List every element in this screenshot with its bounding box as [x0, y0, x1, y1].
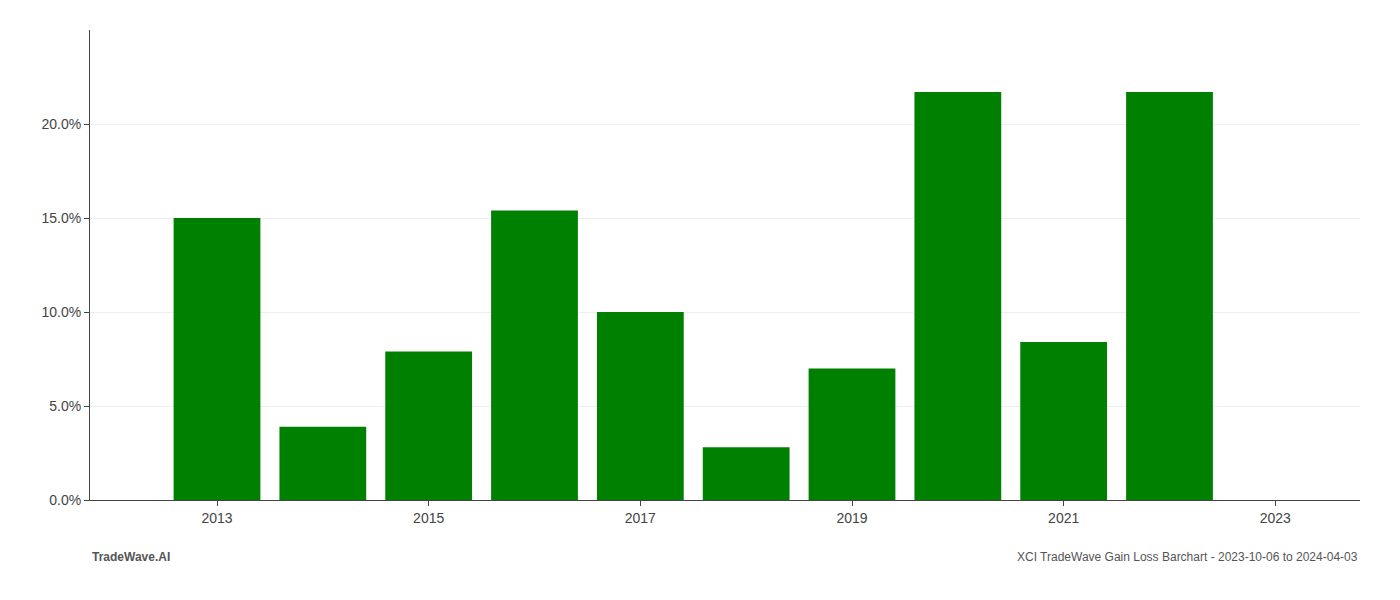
svg-text:10.0%: 10.0% [41, 304, 81, 320]
svg-text:2013: 2013 [201, 510, 232, 526]
svg-text:2023: 2023 [1260, 510, 1291, 526]
svg-text:2021: 2021 [1048, 510, 1079, 526]
svg-text:15.0%: 15.0% [41, 210, 81, 226]
svg-text:2019: 2019 [836, 510, 867, 526]
svg-text:TradeWave.AI: TradeWave.AI [92, 550, 170, 564]
svg-text:XCI TradeWave Gain Loss Barcha: XCI TradeWave Gain Loss Barchart - 2023-… [1017, 550, 1358, 564]
svg-text:20.0%: 20.0% [41, 116, 81, 132]
svg-text:5.0%: 5.0% [49, 398, 81, 414]
svg-text:2015: 2015 [413, 510, 444, 526]
svg-text:2017: 2017 [625, 510, 656, 526]
svg-text:0.0%: 0.0% [49, 492, 81, 508]
